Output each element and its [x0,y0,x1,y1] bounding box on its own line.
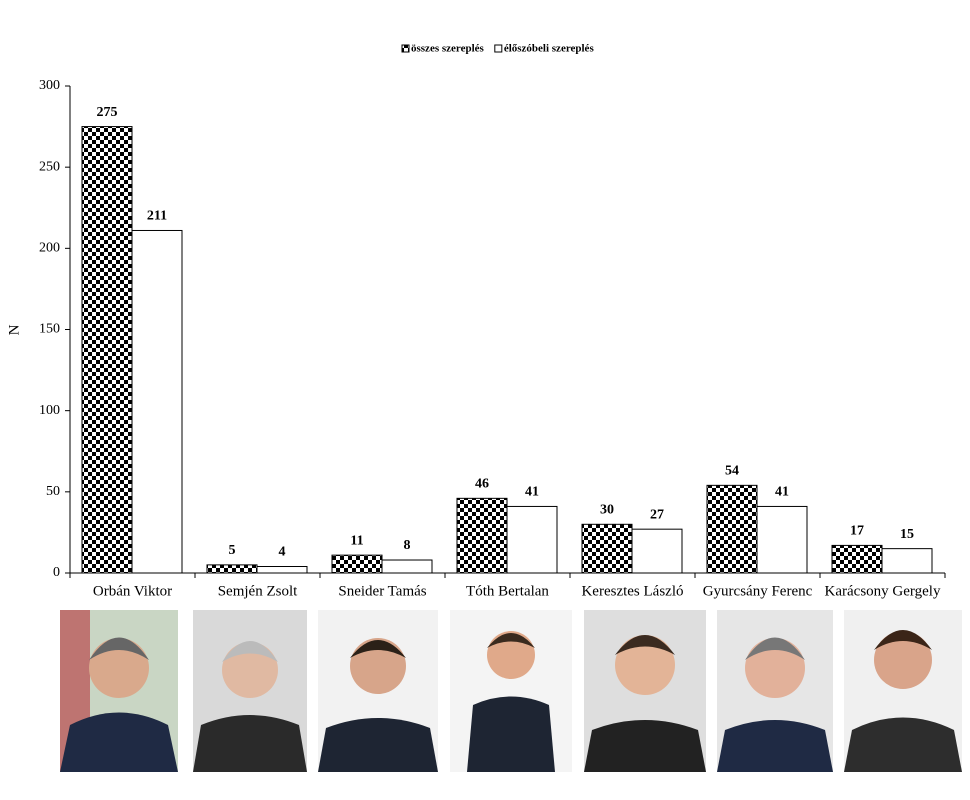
value-label: 275 [97,105,118,120]
bar [831,544,883,574]
value-label: 4 [279,545,286,560]
bar [331,554,383,574]
value-label: 46 [475,477,489,492]
bar [131,229,183,574]
y-tick-label: 0 [53,565,60,580]
value-label: 41 [525,485,539,500]
portrait [193,610,307,772]
bar [256,566,308,574]
x-tick-label: Keresztes László [581,583,683,599]
bar [581,523,633,574]
portrait [584,610,706,772]
legend-swatch [401,44,410,53]
bar [506,505,558,574]
value-label: 30 [600,503,614,518]
y-tick-label: 300 [39,78,60,93]
value-label: 11 [350,533,363,548]
bar [456,497,508,574]
bar [81,126,133,574]
legend-label: összes szereplés [411,43,485,55]
bar [206,564,258,574]
x-tick-label: Semjén Zsolt [218,583,298,599]
value-label: 15 [900,527,914,542]
y-axis-label: N [6,324,22,335]
y-tick-label: 200 [39,241,60,256]
value-label: 8 [404,538,411,553]
value-label: 41 [775,485,789,500]
value-label: 17 [850,524,864,539]
x-tick-label: Tóth Bertalan [466,583,549,599]
bar [756,505,808,574]
value-label: 54 [725,464,739,479]
bar [631,528,683,574]
y-tick-label: 50 [46,484,60,499]
legend-label: élőszóbeli szereplés [504,43,595,55]
bar [881,548,933,574]
portrait [318,610,438,772]
value-label: 27 [650,507,664,522]
portrait [60,610,178,772]
x-tick-label: Orbán Viktor [93,583,172,599]
y-tick-label: 250 [39,159,60,174]
x-tick-label: Karácsony Gergely [825,583,941,599]
y-tick-label: 100 [39,403,60,418]
photos [60,610,962,772]
portrait [717,610,833,772]
portrait [844,610,962,772]
value-label: 5 [229,543,236,558]
portrait [450,610,572,772]
bar [381,559,433,574]
value-label: 211 [147,209,167,224]
x-tick-label: Gyurcsány Ferenc [703,583,813,599]
legend-swatch [494,44,503,53]
bar [706,484,758,574]
y-tick-label: 150 [39,322,60,337]
x-tick-label: Sneider Tamás [338,583,426,599]
